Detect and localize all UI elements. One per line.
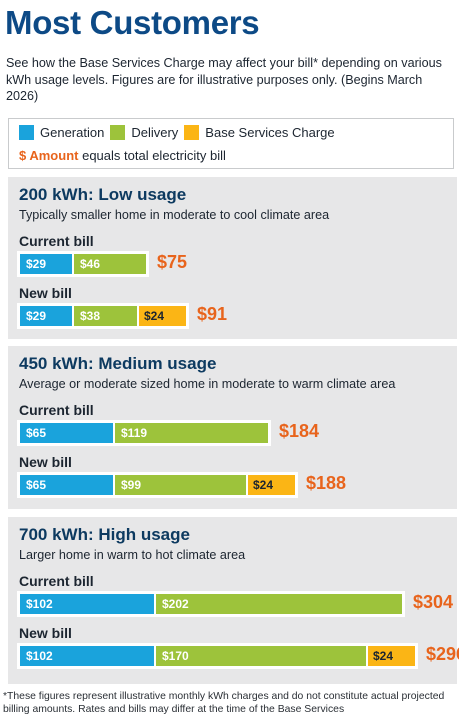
stacked-bar: $102 $202 [17,591,405,617]
current-bill-label: Current bill [19,402,94,418]
bar-segment-delivery: $38 [74,306,137,326]
bill-total: $304 [413,592,454,612]
stacked-bar: $65 $99 $24 [17,472,298,498]
bar-segment-delivery: $170 [156,646,366,666]
page-title: Most Customers [5,4,260,41]
legend-amount-note: $ Amount equals total electricity bill [19,148,226,163]
legend-item-generation: Generation [19,125,104,140]
stacked-bar: $29 $38 $24 [17,303,189,329]
legend-swatch-delivery [110,125,126,140]
legend-swatch-base [184,125,200,140]
panel-title: 700 kWh: High usage [19,525,190,544]
panel-subtitle: Larger home in warm to hot climate area [19,548,246,562]
bar-segment-delivery: $46 [74,254,146,274]
footnote: *These figures represent illustrative mo… [3,691,445,715]
stacked-bar: $102 $170 $24 [17,643,418,669]
panel-title: 200 kWh: Low usage [19,185,187,204]
usage-panel: 200 kWh: Low usage Typically smaller home… [8,177,457,339]
legend-label-generation: Generation [40,125,105,140]
panel-subtitle: Typically smaller home in moderate to co… [19,208,330,222]
bar-segment-generation: $102 [20,594,154,614]
current-bill-label: Current bill [19,573,94,589]
bill-total: $188 [306,473,347,493]
stacked-bar: $29 $46 [17,251,149,277]
new-bill-label: New bill [19,454,72,470]
bar-segment-base-services: $24 [248,475,295,495]
panel-title: 450 kWh: Medium usage [19,354,217,373]
legend-swatch-generation [19,125,34,140]
bar-segment-delivery: $202 [156,594,402,614]
bar-segment-base-services: $24 [368,646,415,666]
intro-text: See how the Base Services Charge may aff… [6,56,442,103]
legend-item-base: Base Services Charge [184,125,335,140]
bar-segment-base-services: $24 [139,306,186,326]
bill-total: $75 [157,252,188,272]
legend-row: Generation Delivery Base Services Charge [19,125,341,140]
bill-total: $296 [426,644,459,664]
legend-item-delivery: Delivery [110,125,178,140]
new-bill-label: New bill [19,625,72,641]
bar-segment-generation: $65 [20,475,113,495]
bar-segment-delivery: $99 [115,475,246,495]
stacked-bar: $65 $119 [17,420,271,446]
legend-label-delivery: Delivery [131,125,179,140]
bar-segment-generation: $29 [20,254,72,274]
bill-total: $91 [197,304,228,324]
bar-segment-generation: $29 [20,306,72,326]
new-bill-label: New bill [19,285,72,301]
current-bill-label: Current bill [19,233,94,249]
legend-amount-text: equals total electricity bill [82,148,226,163]
bar-segment-generation: $65 [20,423,113,443]
legend-label-base: Base Services Charge [205,125,335,140]
bar-segment-delivery: $119 [115,423,268,443]
legend: Generation Delivery Base Services Charge… [8,118,454,169]
usage-panel: 450 kWh: Medium usage Average or moderate… [8,346,457,509]
bill-total: $184 [279,421,320,441]
panel-subtitle: Average or moderate sized home in modera… [19,377,396,391]
usage-panel: 700 kWh: High usage Larger home in warm t… [8,517,459,684]
legend-amount-label: $ Amount [19,148,79,163]
bar-segment-generation: $102 [20,646,154,666]
